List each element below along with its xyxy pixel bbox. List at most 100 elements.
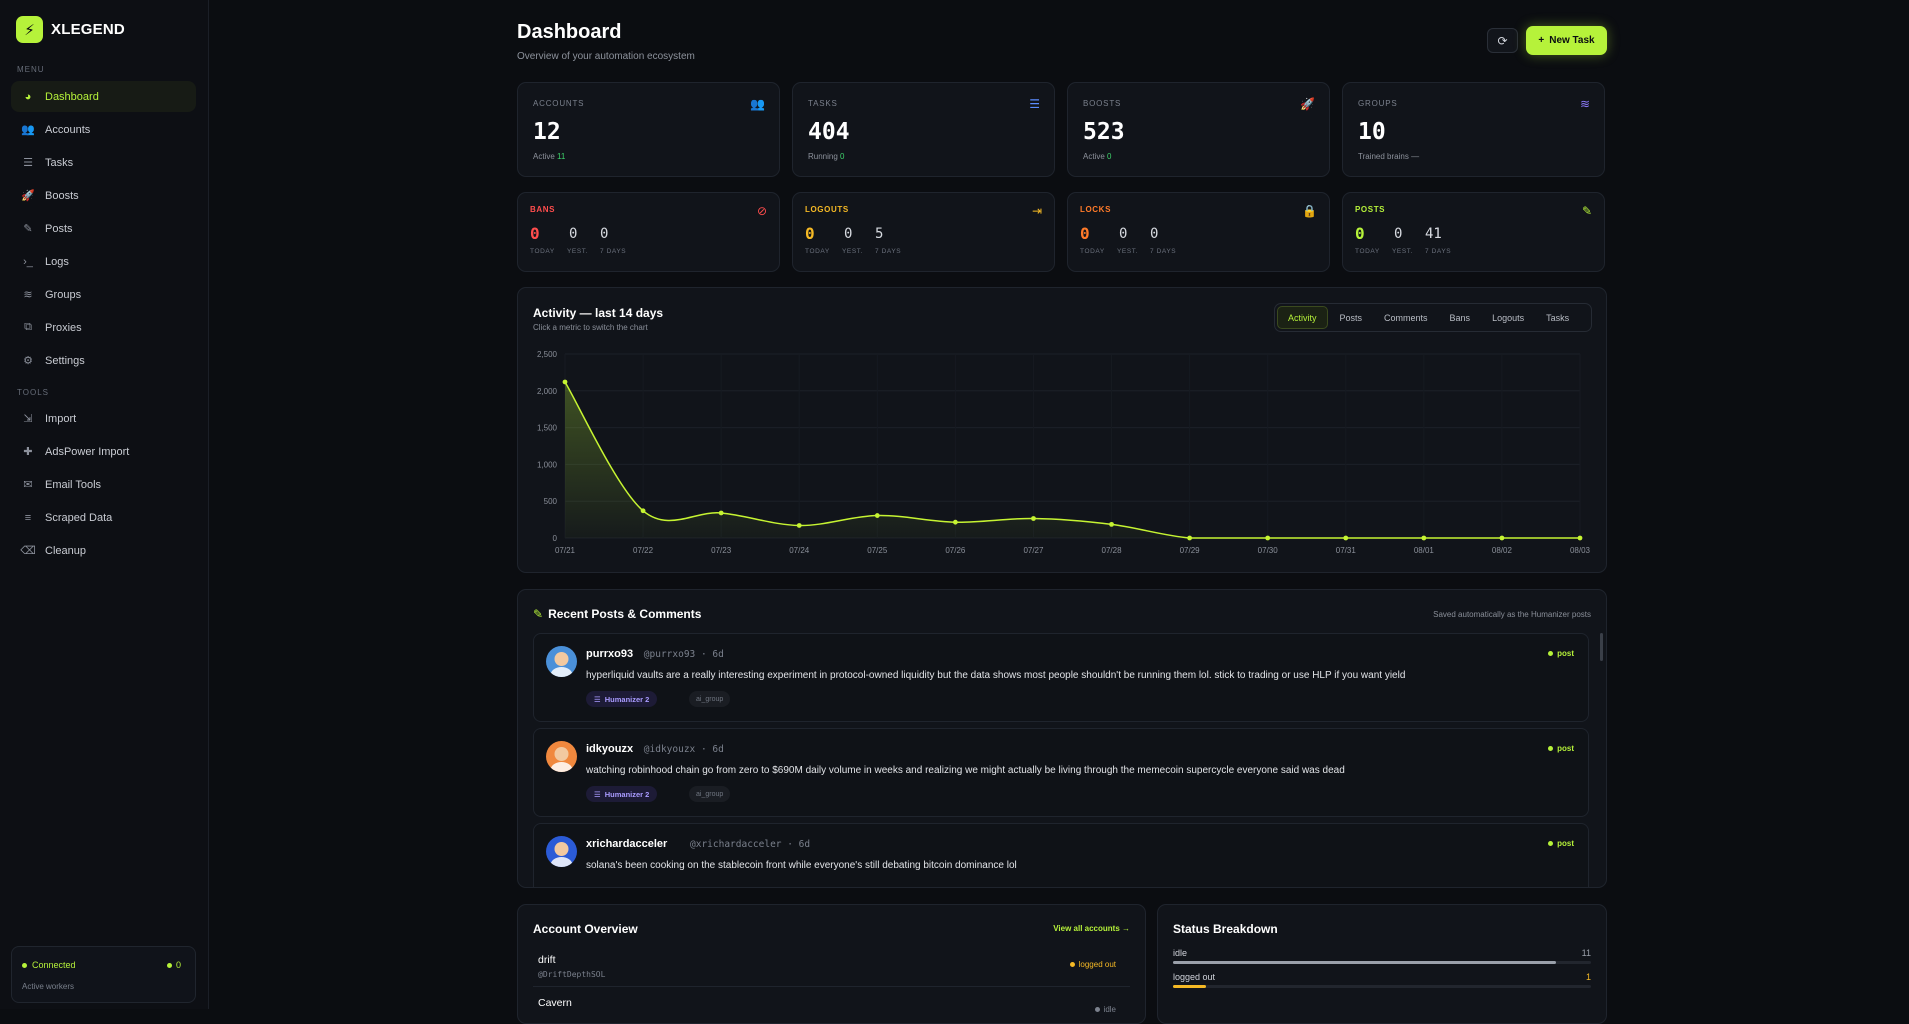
metric-label: POSTS xyxy=(1355,205,1386,214)
recent-posts-note: Saved automatically as the Humanizer pos… xyxy=(1433,610,1591,619)
stat-label: BOOSTS xyxy=(1083,99,1122,108)
group-tag[interactable]: ☰ Humanizer 2 xyxy=(586,691,658,707)
metric-card-bans[interactable]: BANS ⊘ 0 0 0 TODAY YEST. 7 DAYS xyxy=(517,192,780,272)
sidebar-item-label: AdsPower Import xyxy=(45,445,130,458)
source-tag: ai_group xyxy=(689,691,731,707)
bolt-icon: ⚡ xyxy=(16,16,43,43)
tab-logouts[interactable]: Logouts xyxy=(1492,312,1525,323)
avatar xyxy=(546,646,577,677)
data-point xyxy=(1577,535,1583,541)
stat-sub-value: — xyxy=(1411,152,1420,161)
metric-card-locks[interactable]: LOCKS 🔒 0 0 0 TODAY YEST. 7 DAYS xyxy=(1067,192,1330,272)
connection-label: Connected xyxy=(32,960,76,970)
y-tick-label: 0 xyxy=(553,534,558,543)
sidebar-item-boosts[interactable]: 🚀 Boosts xyxy=(11,180,196,211)
tab-bans[interactable]: Bans xyxy=(1449,312,1471,323)
puzzle-icon: ✚ xyxy=(23,446,33,458)
stat-value: 404 xyxy=(808,119,850,145)
sidebar-item-posts[interactable]: ✎ Posts xyxy=(11,213,196,244)
sidebar-item-import[interactable]: ⇲ Import xyxy=(11,403,196,434)
post-author-name[interactable]: purrxo93 xyxy=(586,648,634,660)
group-tag[interactable]: ☰ Humanizer 2 xyxy=(586,786,658,802)
recent-posts-title-text: Recent Posts & Comments xyxy=(548,607,702,621)
metric-card-posts[interactable]: POSTS ✎ 0 0 41 TODAY YEST. 7 DAYS xyxy=(1342,192,1605,272)
post-item[interactable]: xrichardacceler @xrichardacceler · 6d post… xyxy=(533,823,1589,887)
metric-yest-value: 0 xyxy=(1394,226,1403,242)
post-item[interactable]: purrxo93 @purrxo93 · 6d post hyperliquid va… xyxy=(533,633,1589,722)
group-tag-label: Humanizer 2 xyxy=(604,789,650,799)
activity-card: Activity — last 14 days Click a metric t… xyxy=(517,287,1607,573)
stat-subtext: Running 0 xyxy=(808,152,844,161)
x-tick-label: 07/27 xyxy=(1023,546,1044,555)
sidebar-item-scraped-data[interactable]: ≡ Scraped Data xyxy=(11,502,196,533)
sidebar: ⚡ XLEGEND MENU ◕ Dashboard 👥 Accounts ☰ Tasks… xyxy=(0,0,209,1009)
sidebar-item-adspower-import[interactable]: ✚ AdsPower Import xyxy=(11,436,196,467)
avatar xyxy=(546,741,577,772)
post-author-name[interactable]: xrichardacceler xyxy=(586,838,668,850)
stat-label: GROUPS xyxy=(1358,99,1398,108)
y-tick-label: 1,000 xyxy=(537,460,558,469)
metric-label: LOCKS xyxy=(1080,205,1111,214)
feather-icon: ✎ xyxy=(533,607,544,621)
users-icon: 👥 xyxy=(750,97,765,111)
posts-scrollbar[interactable] xyxy=(1600,633,1603,661)
page-title: Dashboard xyxy=(517,21,622,43)
refresh-button[interactable]: ⟳ xyxy=(1487,28,1518,53)
metric-today-value: 0 xyxy=(1080,224,1090,243)
stat-sub-label: Running xyxy=(808,152,841,161)
sidebar-item-groups[interactable]: ≋ Groups xyxy=(11,279,196,310)
tab-activity[interactable]: Activity xyxy=(1277,306,1328,329)
stat-card-boosts[interactable]: BOOSTS 🚀 523 Active 0 xyxy=(1067,82,1330,177)
worker-count-value: 0 xyxy=(175,960,181,970)
post-author-name[interactable]: idkyouzx xyxy=(586,743,634,755)
tab-posts[interactable]: Posts xyxy=(1339,312,1363,323)
post-item[interactable]: idkyouzx @idkyouzx · 6d post watching robin… xyxy=(533,728,1589,817)
data-point xyxy=(640,508,646,514)
sidebar-item-email-tools[interactable]: ✉ Email Tools xyxy=(11,469,196,500)
stat-card-tasks[interactable]: TASKS ☰ 404 Running 0 xyxy=(792,82,1055,177)
activity-subtitle: Click a metric to switch the chart xyxy=(533,323,648,332)
stat-card-groups[interactable]: GROUPS ≋ 10 Trained brains — xyxy=(1342,82,1605,177)
sidebar-item-cleanup[interactable]: ⌫ Cleanup xyxy=(11,535,196,566)
account-name[interactable]: Cavern xyxy=(538,997,572,1009)
sidebar-item-settings[interactable]: ⚙ Settings xyxy=(11,345,196,376)
app-logo[interactable]: ⚡ XLEGEND xyxy=(16,16,125,43)
y-tick-label: 500 xyxy=(544,497,558,506)
sidebar-item-dashboard[interactable]: ◕ Dashboard xyxy=(11,81,196,112)
y-tick-label: 2,000 xyxy=(537,387,558,396)
tab-tasks[interactable]: Tasks xyxy=(1546,312,1570,323)
status-bar-track xyxy=(1173,961,1591,964)
sidebar-item-label: Scraped Data xyxy=(45,511,113,524)
post-author-handle: @xrichardacceler · 6d xyxy=(690,839,811,850)
new-task-button[interactable]: + New Task xyxy=(1526,26,1607,55)
broom-icon: ⌫ xyxy=(20,545,36,557)
stat-sub-value: 0 xyxy=(1107,152,1112,161)
sidebar-item-logs[interactable]: ›_ Logs xyxy=(11,246,196,277)
recent-posts-title: ✎ Recent Posts & Comments xyxy=(533,607,701,621)
metric-yest-label: YEST. xyxy=(567,248,589,255)
metric-card-logouts[interactable]: LOGOUTS ⇥ 0 0 5 TODAY YEST. 7 DAYS xyxy=(792,192,1055,272)
status-count: 11 xyxy=(1581,948,1591,958)
stat-subtext: Trained brains — xyxy=(1358,152,1419,161)
database-icon: ≡ xyxy=(24,511,32,524)
feather-icon: ✎ xyxy=(1581,204,1592,218)
sidebar-item-accounts[interactable]: 👥 Accounts xyxy=(11,114,196,145)
stat-label: TASKS xyxy=(808,99,838,108)
x-tick-label: 07/30 xyxy=(1258,546,1279,555)
account-name[interactable]: drift xyxy=(538,954,556,966)
metric-7days-value: 0 xyxy=(1150,226,1159,242)
menu-section-label: MENU xyxy=(17,65,45,74)
post-type-label: post xyxy=(1557,839,1574,848)
sidebar-item-proxies[interactable]: ⧉ Proxies xyxy=(11,312,196,343)
tab-comments[interactable]: Comments xyxy=(1384,312,1428,323)
view-all-accounts-link[interactable]: View all accounts → xyxy=(1053,924,1130,933)
avatar-face-icon xyxy=(550,652,573,677)
stat-card-accounts[interactable]: ACCOUNTS 👥 12 Active 11 xyxy=(517,82,780,177)
stat-value: 523 xyxy=(1083,119,1125,145)
stat-value: 10 xyxy=(1358,119,1386,145)
sidebar-item-tasks[interactable]: ☰ Tasks xyxy=(11,147,196,178)
status-dot-icon xyxy=(1548,651,1554,656)
data-point xyxy=(952,519,958,525)
terminal-icon: ›_ xyxy=(23,255,33,268)
data-point xyxy=(1031,516,1036,521)
